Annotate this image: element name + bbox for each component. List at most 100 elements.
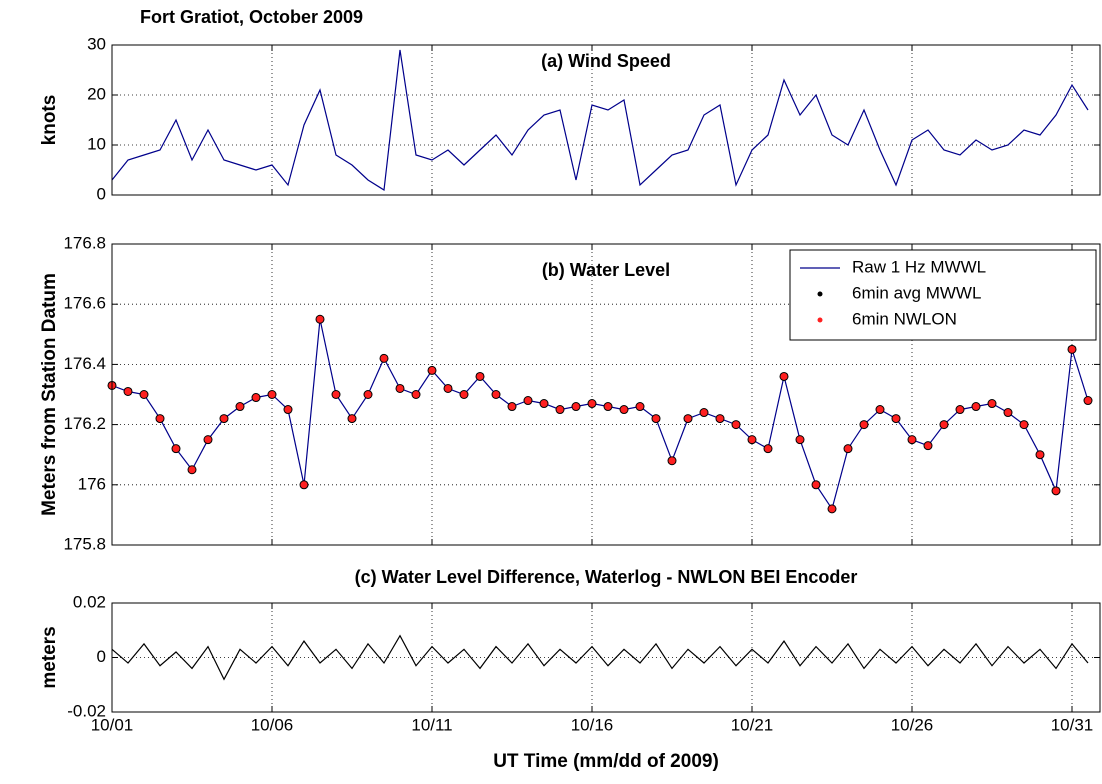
figure-title: Fort Gratiot, October 2009 xyxy=(140,7,363,27)
y-tick-label: 176 xyxy=(78,474,106,493)
series-dot xyxy=(636,403,644,411)
series-dot xyxy=(572,403,580,411)
series-dot xyxy=(140,391,148,398)
series-dot xyxy=(492,391,500,398)
y-tick-label: 0 xyxy=(97,647,106,666)
series-dot xyxy=(764,445,772,453)
series-dot xyxy=(684,415,692,423)
series-dot xyxy=(732,421,740,429)
series-dot xyxy=(844,445,852,453)
x-axis-label: UT Time (mm/dd of 2009) xyxy=(493,751,719,772)
series-dot xyxy=(332,391,340,398)
series-dot xyxy=(940,421,948,429)
x-tick-label: 10/21 xyxy=(731,715,774,734)
series-dot xyxy=(124,387,132,395)
y-tick-label: 175.8 xyxy=(63,534,106,553)
series-dot xyxy=(540,400,548,408)
y-tick-label: 176.8 xyxy=(63,233,106,252)
series-dot xyxy=(156,415,164,423)
series-dot xyxy=(316,315,324,323)
series-dot xyxy=(444,384,452,392)
series-dot xyxy=(892,415,900,423)
series-dot xyxy=(604,403,612,411)
series-dot xyxy=(188,466,196,474)
legend-box xyxy=(789,249,1097,341)
series-dot xyxy=(396,384,404,392)
series-dot xyxy=(364,391,372,398)
series-dot xyxy=(380,354,388,362)
series-dot xyxy=(828,505,836,513)
series-line xyxy=(111,49,1089,192)
series-dot xyxy=(588,400,596,408)
y-tick-label: 176.2 xyxy=(63,414,106,433)
legend-label: 6min avg MWWL xyxy=(852,283,981,302)
series-dot xyxy=(1036,451,1044,459)
plot-frame xyxy=(111,44,1101,196)
series-dot xyxy=(220,415,228,423)
y-tick-label: 30 xyxy=(87,34,106,53)
series-dot xyxy=(284,406,292,414)
series-dot xyxy=(524,397,532,405)
series-dot xyxy=(204,436,212,444)
series-line xyxy=(111,634,1089,681)
x-tick-label: 10/16 xyxy=(571,715,614,734)
series-dot xyxy=(876,406,884,414)
legend-dot xyxy=(817,317,823,323)
legend-label: Raw 1 Hz MWWL xyxy=(852,257,986,276)
x-tick-label: 10/26 xyxy=(891,715,934,734)
series-dot xyxy=(716,415,724,423)
y-tick-label: 10 xyxy=(87,134,106,153)
series-dot xyxy=(556,406,564,414)
panel-title: (b) Water Level xyxy=(542,260,670,280)
y-tick-label: 176.4 xyxy=(63,354,106,373)
series-dot xyxy=(908,436,916,444)
series-dot xyxy=(988,400,996,408)
y-axis-label: knots xyxy=(39,95,60,146)
series-dot xyxy=(1084,397,1092,405)
series-dot xyxy=(652,415,660,423)
series-dot xyxy=(476,372,484,380)
series-dot xyxy=(412,391,420,398)
series-dot xyxy=(428,366,436,374)
series-dot xyxy=(1052,487,1060,495)
series-dot xyxy=(796,436,804,444)
series-dot xyxy=(1068,345,1076,353)
plot-frame xyxy=(111,602,1101,713)
series-dot xyxy=(956,406,964,414)
panel-title: (c) Water Level Difference, Waterlog - N… xyxy=(355,567,858,587)
series-dot xyxy=(924,442,932,450)
series-dot xyxy=(300,481,308,489)
series-dot xyxy=(812,481,820,489)
y-axis-label: meters xyxy=(39,626,60,688)
series-dot xyxy=(268,391,276,398)
x-tick-label: 10/11 xyxy=(411,715,452,734)
series-dot xyxy=(972,403,980,411)
series-dot xyxy=(348,415,356,423)
x-tick-label: 10/01 xyxy=(91,715,134,734)
series-dot xyxy=(780,372,788,380)
legend-label: 6min NWLON xyxy=(852,309,957,328)
series-dot xyxy=(1020,421,1028,429)
series-dot xyxy=(668,457,676,465)
x-tick-label: 10/31 xyxy=(1051,715,1094,734)
legend-dot xyxy=(817,291,823,297)
x-tick-label: 10/06 xyxy=(251,715,294,734)
series-dot xyxy=(620,406,628,414)
series-dot xyxy=(700,409,708,417)
y-tick-label: -0.02 xyxy=(67,701,106,720)
y-axis-label: Meters from Station Datum xyxy=(39,273,60,516)
series-dot xyxy=(236,403,244,411)
series-dot xyxy=(748,436,756,444)
y-tick-label: 0 xyxy=(97,184,106,203)
y-tick-label: 0.02 xyxy=(73,592,106,611)
plot-frame xyxy=(111,243,1101,546)
y-tick-label: 20 xyxy=(87,84,106,103)
series-dot xyxy=(460,391,468,398)
y-tick-label: 176.6 xyxy=(63,294,106,313)
series-dot xyxy=(172,445,180,453)
series-dot xyxy=(508,403,516,411)
series-dot xyxy=(1004,409,1012,417)
series-dot xyxy=(252,394,260,402)
